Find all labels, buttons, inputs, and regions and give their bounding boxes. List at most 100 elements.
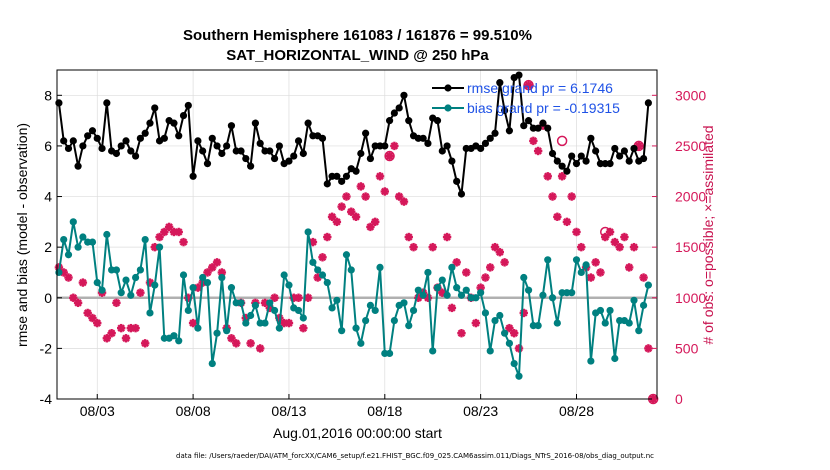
rmse-point	[366, 154, 375, 163]
rmse-point	[223, 142, 231, 150]
rmse-point	[568, 152, 576, 160]
y-tick-label-right: 2000	[675, 189, 706, 205]
rmse-point	[577, 152, 585, 160]
assimilated-obs-point	[318, 253, 327, 262]
rmse-point	[501, 106, 509, 115]
rmse-point	[481, 139, 490, 147]
bias-point	[208, 359, 216, 368]
bias-point	[69, 218, 77, 226]
bias-point	[270, 306, 279, 315]
rmse-point	[477, 144, 485, 153]
bias-point	[553, 319, 561, 327]
bias-point	[544, 256, 552, 264]
bias-point	[304, 228, 312, 236]
star-stroke	[294, 293, 303, 302]
chart-title-line1: Southern Hemisphere 161083 / 161876 = 99…	[183, 27, 532, 44]
assimilated-obs-point	[572, 227, 581, 237]
bias-point	[548, 294, 557, 302]
bias-point	[457, 291, 466, 299]
star-stroke	[644, 344, 653, 353]
bias-point	[438, 276, 446, 284]
rmse-point	[266, 147, 274, 155]
bias-point	[275, 324, 283, 332]
star-stroke	[486, 263, 495, 272]
assimilated-obs-point	[620, 232, 629, 242]
bias-point	[342, 251, 351, 259]
rmse-point	[625, 157, 633, 165]
legend: rmse grand pr = 6.1746 bias grand pr = -0…	[432, 80, 620, 116]
rmse-point	[84, 132, 92, 140]
y-tick-label-right: 0	[675, 391, 683, 407]
star-stroke	[107, 329, 116, 338]
star-stroke	[534, 147, 542, 155]
star-stroke	[371, 218, 380, 226]
rmse-point	[362, 129, 370, 137]
rmse-point	[179, 111, 188, 120]
assimilated-obs-point	[409, 242, 418, 252]
rmse-point	[74, 162, 82, 170]
rmse-point	[256, 139, 264, 147]
y-axis-label-left: rmse and bias (model - observation)	[14, 122, 30, 348]
rmse-point	[275, 142, 283, 150]
assimilated-obs-point	[299, 323, 308, 333]
bias-point	[510, 359, 518, 368]
bias-point	[280, 271, 288, 279]
rmse-point	[93, 134, 101, 142]
star-stroke	[131, 324, 140, 332]
bias-point	[323, 278, 331, 287]
bias-point	[486, 347, 494, 355]
rmse-point	[496, 79, 504, 87]
rmse-point	[103, 99, 111, 107]
bias-point	[477, 289, 485, 297]
assimilated-obs-point	[140, 339, 150, 348]
bias-point	[112, 266, 121, 274]
assimilated-obs-point	[596, 268, 605, 277]
bias-point	[481, 309, 490, 317]
rmse-point	[592, 147, 600, 155]
star-stroke	[587, 273, 595, 282]
bias-point	[443, 291, 451, 299]
star-stroke	[385, 152, 394, 160]
rmse-point	[79, 142, 87, 150]
bias-point	[333, 296, 341, 304]
y-tick-label-right: 2500	[675, 138, 706, 154]
star-stroke	[256, 344, 265, 353]
bias-point	[419, 291, 427, 299]
bias-point	[151, 281, 159, 289]
star-stroke	[74, 299, 82, 307]
rmse-point	[639, 154, 648, 163]
rmse-point	[151, 104, 159, 112]
bias-point	[338, 327, 346, 335]
assimilated-obs-point	[615, 242, 624, 252]
star-stroke	[189, 319, 197, 327]
y-tick-label-left: 0	[44, 290, 52, 306]
star-stroke	[404, 233, 413, 241]
assimilated-obs-point	[644, 344, 653, 353]
assimilated-obs-point	[188, 318, 198, 328]
bias-point	[189, 284, 197, 292]
assimilated-obs-point	[500, 258, 509, 267]
rmse-point	[616, 152, 624, 160]
star-stroke	[400, 197, 408, 206]
bias-point	[218, 273, 226, 282]
rmse-point	[98, 144, 106, 153]
star-stroke	[524, 81, 533, 90]
bias-point	[453, 284, 461, 292]
star-stroke	[380, 187, 389, 196]
star-stroke	[476, 283, 485, 292]
rmse-point	[247, 162, 255, 170]
rmse-point	[491, 129, 499, 137]
bias-point	[424, 268, 432, 277]
rmse-point	[227, 122, 236, 130]
rmse-point	[453, 177, 461, 185]
bias-point	[385, 349, 394, 358]
star-stroke	[563, 218, 571, 226]
star-stroke	[395, 192, 403, 201]
star-stroke	[572, 228, 581, 236]
assimilated-obs-point	[462, 268, 471, 277]
grid-layer	[57, 70, 657, 400]
x-tick-label: 08/13	[271, 403, 306, 419]
assimilated-obs-point	[136, 288, 145, 297]
rmse-point	[457, 190, 466, 198]
rmse-point	[285, 157, 293, 165]
